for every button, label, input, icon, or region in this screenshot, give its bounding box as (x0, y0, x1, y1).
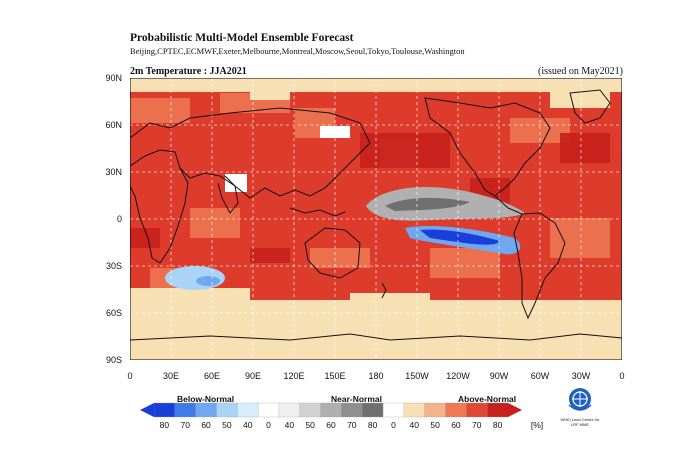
colorbar (140, 402, 522, 418)
issued-date: (issued on May2021) (538, 66, 623, 77)
y-label-30s: 30S (105, 261, 122, 271)
y-label-eq: 0 (116, 214, 122, 224)
colorbar-cell (257, 402, 280, 418)
colorbar-tick-label: 80 (367, 420, 378, 430)
colorbar-cell (320, 402, 342, 418)
wmo-logo-text: WMO Lead Centre for LRF MME (560, 417, 600, 427)
colorbar-cell (153, 402, 176, 418)
y-label-90n: 90N (105, 73, 122, 83)
x-label-0-end: 0 (619, 371, 625, 381)
colorbar-cell (299, 402, 322, 418)
indian-ocean-below-core (196, 276, 220, 286)
colorbar-cell (362, 402, 384, 418)
colorbar-tick-label: 40 (242, 420, 253, 430)
legend-unit: [%] (530, 420, 544, 430)
y-label-90s: 90S (105, 355, 122, 365)
map-title: 2m Temperature : JJA2021 (130, 66, 247, 77)
x-label-60w: 60W (530, 371, 550, 381)
colorbar-left-arrow (140, 403, 154, 417)
figure-title: Probabilistic Multi-Model Ensemble Forec… (130, 32, 354, 44)
southern-neutral-2 (350, 293, 430, 303)
colorbar-cell (403, 402, 426, 418)
x-label-150e: 150E (324, 371, 346, 381)
x-label-90w: 90W (489, 371, 509, 381)
x-label-150w: 150W (405, 371, 429, 381)
x-label-120w: 120W (446, 371, 470, 381)
wmo-emblem-icon (568, 388, 592, 411)
y-label-60s: 60S (105, 308, 122, 318)
map-grid (130, 78, 622, 360)
y-label-30n: 30N (105, 167, 122, 177)
colorbar-cell (237, 402, 259, 418)
x-label-30w: 30W (571, 371, 591, 381)
white-patch-asia (225, 174, 247, 192)
coastlines (130, 89, 622, 341)
colorbar-cell (424, 402, 446, 418)
x-label-120e: 120E (283, 371, 305, 381)
colorbar-cell (278, 402, 301, 418)
colorbar-cell (341, 402, 363, 418)
colorbar-tick-label: 50 (222, 420, 232, 430)
legend-below-normal: Below-Normal (177, 394, 235, 404)
colorbar-cell (487, 402, 509, 418)
colorbar-cell (174, 402, 197, 418)
figure-subtitle: Beijing,CPTEC,ECMWF,Exeter,Melbourne,Mon… (130, 46, 465, 56)
colorbar-cell (445, 402, 467, 418)
colorbar-tick-label: 0 (391, 420, 396, 430)
legend-above-normal: Above-Normal (458, 394, 517, 404)
southern-neutral-1 (130, 288, 250, 302)
colorbar-cell (382, 402, 405, 418)
x-label-30e: 30E (162, 371, 179, 381)
colorbar-tick-label: 40 (284, 420, 295, 430)
colorbar-tick-label: 50 (430, 420, 440, 430)
colorbar-cell (216, 402, 238, 418)
colorbar-tick-label: 80 (159, 420, 170, 430)
x-label-180: 180 (368, 371, 384, 381)
colorbar-tick-label: 0 (266, 420, 271, 430)
x-label-0: 0 (127, 371, 133, 381)
colorbar-tick-label: 70 (180, 420, 190, 430)
x-label-90e: 90E (244, 371, 261, 381)
arctic-neutral-patch (250, 88, 290, 100)
colorbar-tick-label: 50 (305, 420, 315, 430)
colorbar-tick-label: 60 (326, 420, 336, 430)
legend-near-normal: Near-Normal (331, 394, 383, 404)
colorbar-cell (466, 402, 488, 418)
colorbar-right-arrow (508, 403, 522, 417)
y-label-60n: 60N (105, 120, 122, 130)
colorbar-tick-label: 80 (492, 420, 503, 430)
colorbar-tick-label: 60 (201, 420, 211, 430)
colorbar-tick-label: 70 (347, 420, 357, 430)
pacific-below-normal-core (420, 229, 500, 245)
x-label-60e: 60E (203, 371, 220, 381)
colorbar-tick-label: 40 (409, 420, 420, 430)
colorbar-cell (195, 402, 217, 418)
pacific-near-normal-core (385, 197, 470, 211)
greenland-neutral (550, 90, 610, 108)
colorbar-tick-label: 60 (451, 420, 461, 430)
forecast-map (130, 78, 622, 360)
colorbar-tick-label: 70 (472, 420, 482, 430)
